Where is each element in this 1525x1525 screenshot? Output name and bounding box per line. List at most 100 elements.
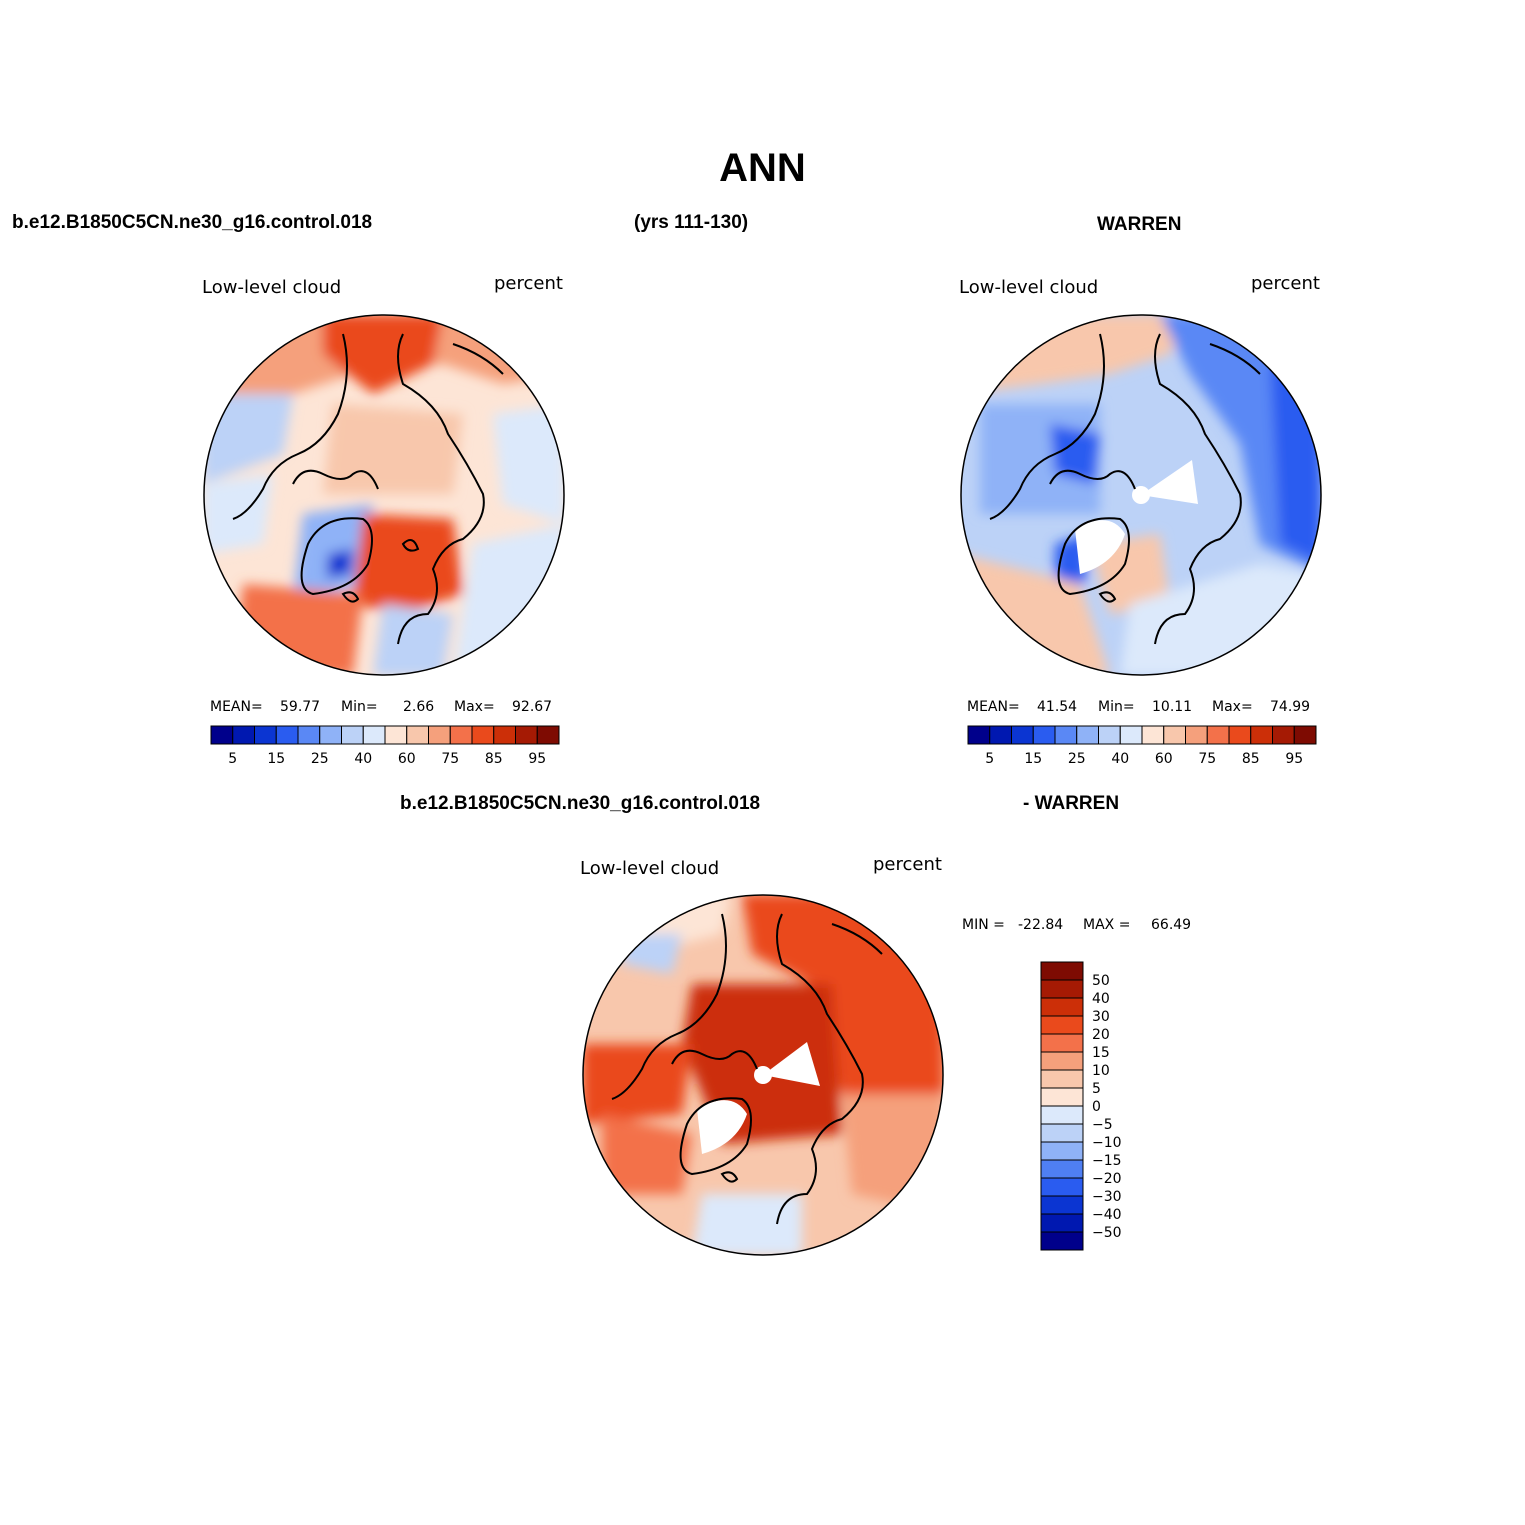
- panel2-colorbar-tick-label: 40: [1111, 751, 1129, 767]
- panel1-coast-greenland: [300, 517, 373, 596]
- panel1-colorbar-tick-label: 60: [398, 751, 416, 767]
- panel2-mean-label: MEAN=: [967, 699, 1020, 715]
- panel1-colorbar-tick-label: 95: [528, 751, 546, 767]
- panel2-units-label: percent: [1251, 273, 1320, 294]
- panel1-field-greenland-low: [327, 549, 353, 578]
- panel1-coast-svalbard: [401, 539, 420, 552]
- panel1-colorbar-box: [341, 725, 364, 745]
- panel2-colorbar-box: [1076, 725, 1099, 745]
- panel2-colorbar-box: [1206, 725, 1230, 745]
- panel1-map-border: [203, 314, 565, 676]
- panel3-colorbar-box: [1040, 961, 1084, 981]
- panel3-colorbar-box: [1040, 1087, 1084, 1107]
- panel2-colorbar-box: [1185, 725, 1208, 745]
- panel1-mean-value: 59.77: [280, 699, 321, 715]
- panel1-colorbar-tick-label: 5: [228, 751, 237, 767]
- header-case-name: b.e12.B1850C5CN.ne30_g16.control.018: [12, 212, 373, 233]
- panel3-map-border: [582, 894, 944, 1256]
- panel2-colorbar-box: [1228, 725, 1252, 745]
- panel1-coast-archipelago: [292, 469, 379, 490]
- header-years: (yrs 111-130): [634, 212, 749, 233]
- panel1-coast-iceland: [341, 591, 360, 603]
- panel2-colorbar-box: [1163, 725, 1186, 745]
- panel3-colorbar-tick-label: 30: [1092, 1009, 1110, 1025]
- panel2-colorbar-box: [1098, 725, 1121, 745]
- panel1-variable-label: Low-level cloud: [202, 277, 342, 298]
- panel3-polar-map: [582, 894, 944, 1256]
- panel1-colorbar-box: [275, 725, 299, 745]
- panel3-colorbar-tick-label: −10: [1092, 1135, 1122, 1151]
- panel3-colorbar-box: [1040, 997, 1084, 1017]
- panel2-polar-map: [960, 314, 1322, 676]
- panel1-colorbar-box: [297, 725, 321, 745]
- panel2-coast-iceland: [1098, 591, 1117, 603]
- panel3-colorbar-tick-label: 20: [1092, 1027, 1110, 1043]
- panel3-colorbar-box: [1040, 1015, 1084, 1035]
- panel3-field-canada: [583, 1044, 692, 1124]
- panel1-mean-label: MEAN=: [210, 699, 263, 715]
- panel2-colorbar-tick-label: 60: [1155, 751, 1173, 767]
- panel1-field-atlantic-south: [233, 584, 363, 675]
- panel3-field-hudson: [602, 1114, 692, 1194]
- panel2-coast-archipelago: [1049, 469, 1136, 490]
- panel1-field-siberia-east: [493, 404, 564, 524]
- panel2-colorbar-tick-label: 5: [985, 751, 994, 767]
- panel2-colorbar-box: [1011, 725, 1034, 745]
- panel2-colorbar-box: [1250, 725, 1273, 745]
- panel1-field-europe-high: [323, 315, 443, 394]
- panel2-colorbar-box: [1032, 725, 1056, 745]
- panel1-max-value: 92.67: [512, 699, 553, 715]
- panel2-colorbar-box: [967, 725, 991, 745]
- panel1-min-value: 2.66: [403, 699, 435, 715]
- panel1-colorbar-box: [384, 725, 408, 745]
- panel2-missing-greenland: [1075, 520, 1125, 574]
- panel3-colorbar-tick-label: −15: [1092, 1153, 1122, 1169]
- panel1-colorbar-box: [210, 725, 234, 745]
- panel1-colorbar-box: [515, 725, 538, 745]
- panel1-coast-chukotka: [452, 343, 504, 375]
- panel1-colorbar-box: [449, 725, 473, 745]
- panel1-units-label: percent: [494, 273, 563, 294]
- figure-title: ANN: [719, 146, 806, 190]
- panel3-coast-iceland: [720, 1171, 739, 1183]
- panel2-colorbar-tick-label: 75: [1198, 751, 1216, 767]
- panel2-coast-chukotka: [1209, 343, 1261, 375]
- panel1-field-europe-low: [373, 604, 453, 675]
- panel1-colorbar-tick-label: 85: [485, 751, 503, 767]
- panel3-colorbar-tick-label: 10: [1092, 1063, 1110, 1079]
- panel1-colorbar: 5 15 25 40 60 75 85 95: [210, 725, 560, 767]
- panel2-mean-value: 41.54: [1037, 699, 1078, 715]
- panel3-colorbar-box: [1040, 979, 1084, 999]
- panel3-colorbar-tick-label: 0: [1092, 1099, 1101, 1115]
- panel3-coast-greenland: [679, 1097, 752, 1176]
- panel3-colorbar-box: [1040, 1213, 1084, 1233]
- panel3-min-label: MIN =: [962, 917, 1005, 933]
- panel2-colorbar: 5 15 25 40 60 75 85 95: [967, 725, 1317, 767]
- panel3-colorbar-tick-label: 5: [1092, 1081, 1101, 1097]
- panel3-colorbar-tick-label: −5: [1092, 1117, 1113, 1133]
- panel1-field-greenland: [293, 504, 373, 599]
- panel3-colorbar-tick-label: 40: [1092, 991, 1110, 1007]
- panel3-colorbar-box: [1040, 1069, 1084, 1089]
- panel3-colorbar-box: [1040, 1051, 1084, 1071]
- panel2-colorbar-box: [1119, 725, 1143, 745]
- panel3-units-label: percent: [873, 854, 942, 875]
- panel1-colorbar-tick-label: 40: [354, 751, 372, 767]
- panel1-field-atlantic-high: [353, 514, 463, 614]
- panel1-field-canada-west: [204, 394, 293, 484]
- panel2-coast-eurasia: [1154, 333, 1242, 645]
- panel3-field-europe: [692, 1194, 802, 1255]
- panel3-colorbar-box: [1040, 1123, 1084, 1143]
- panel1-coast-alaska: [232, 333, 348, 520]
- panel2-coast-alaska: [989, 333, 1105, 520]
- panel3-colorbar-box: [1040, 1105, 1084, 1125]
- panel3-colorbar-box: [1040, 1195, 1084, 1215]
- panel1-colorbar-tick-label: 15: [267, 751, 285, 767]
- panel1-colorbar-tick-label: 75: [441, 751, 459, 767]
- panel2-missing-wedge: [1141, 460, 1198, 504]
- panel2-missing-pole: [1132, 486, 1150, 504]
- panel3-colorbar-box: [1040, 1141, 1084, 1161]
- panel1-field-canada: [204, 474, 273, 554]
- panel3-colorbar-box: [1040, 1159, 1084, 1179]
